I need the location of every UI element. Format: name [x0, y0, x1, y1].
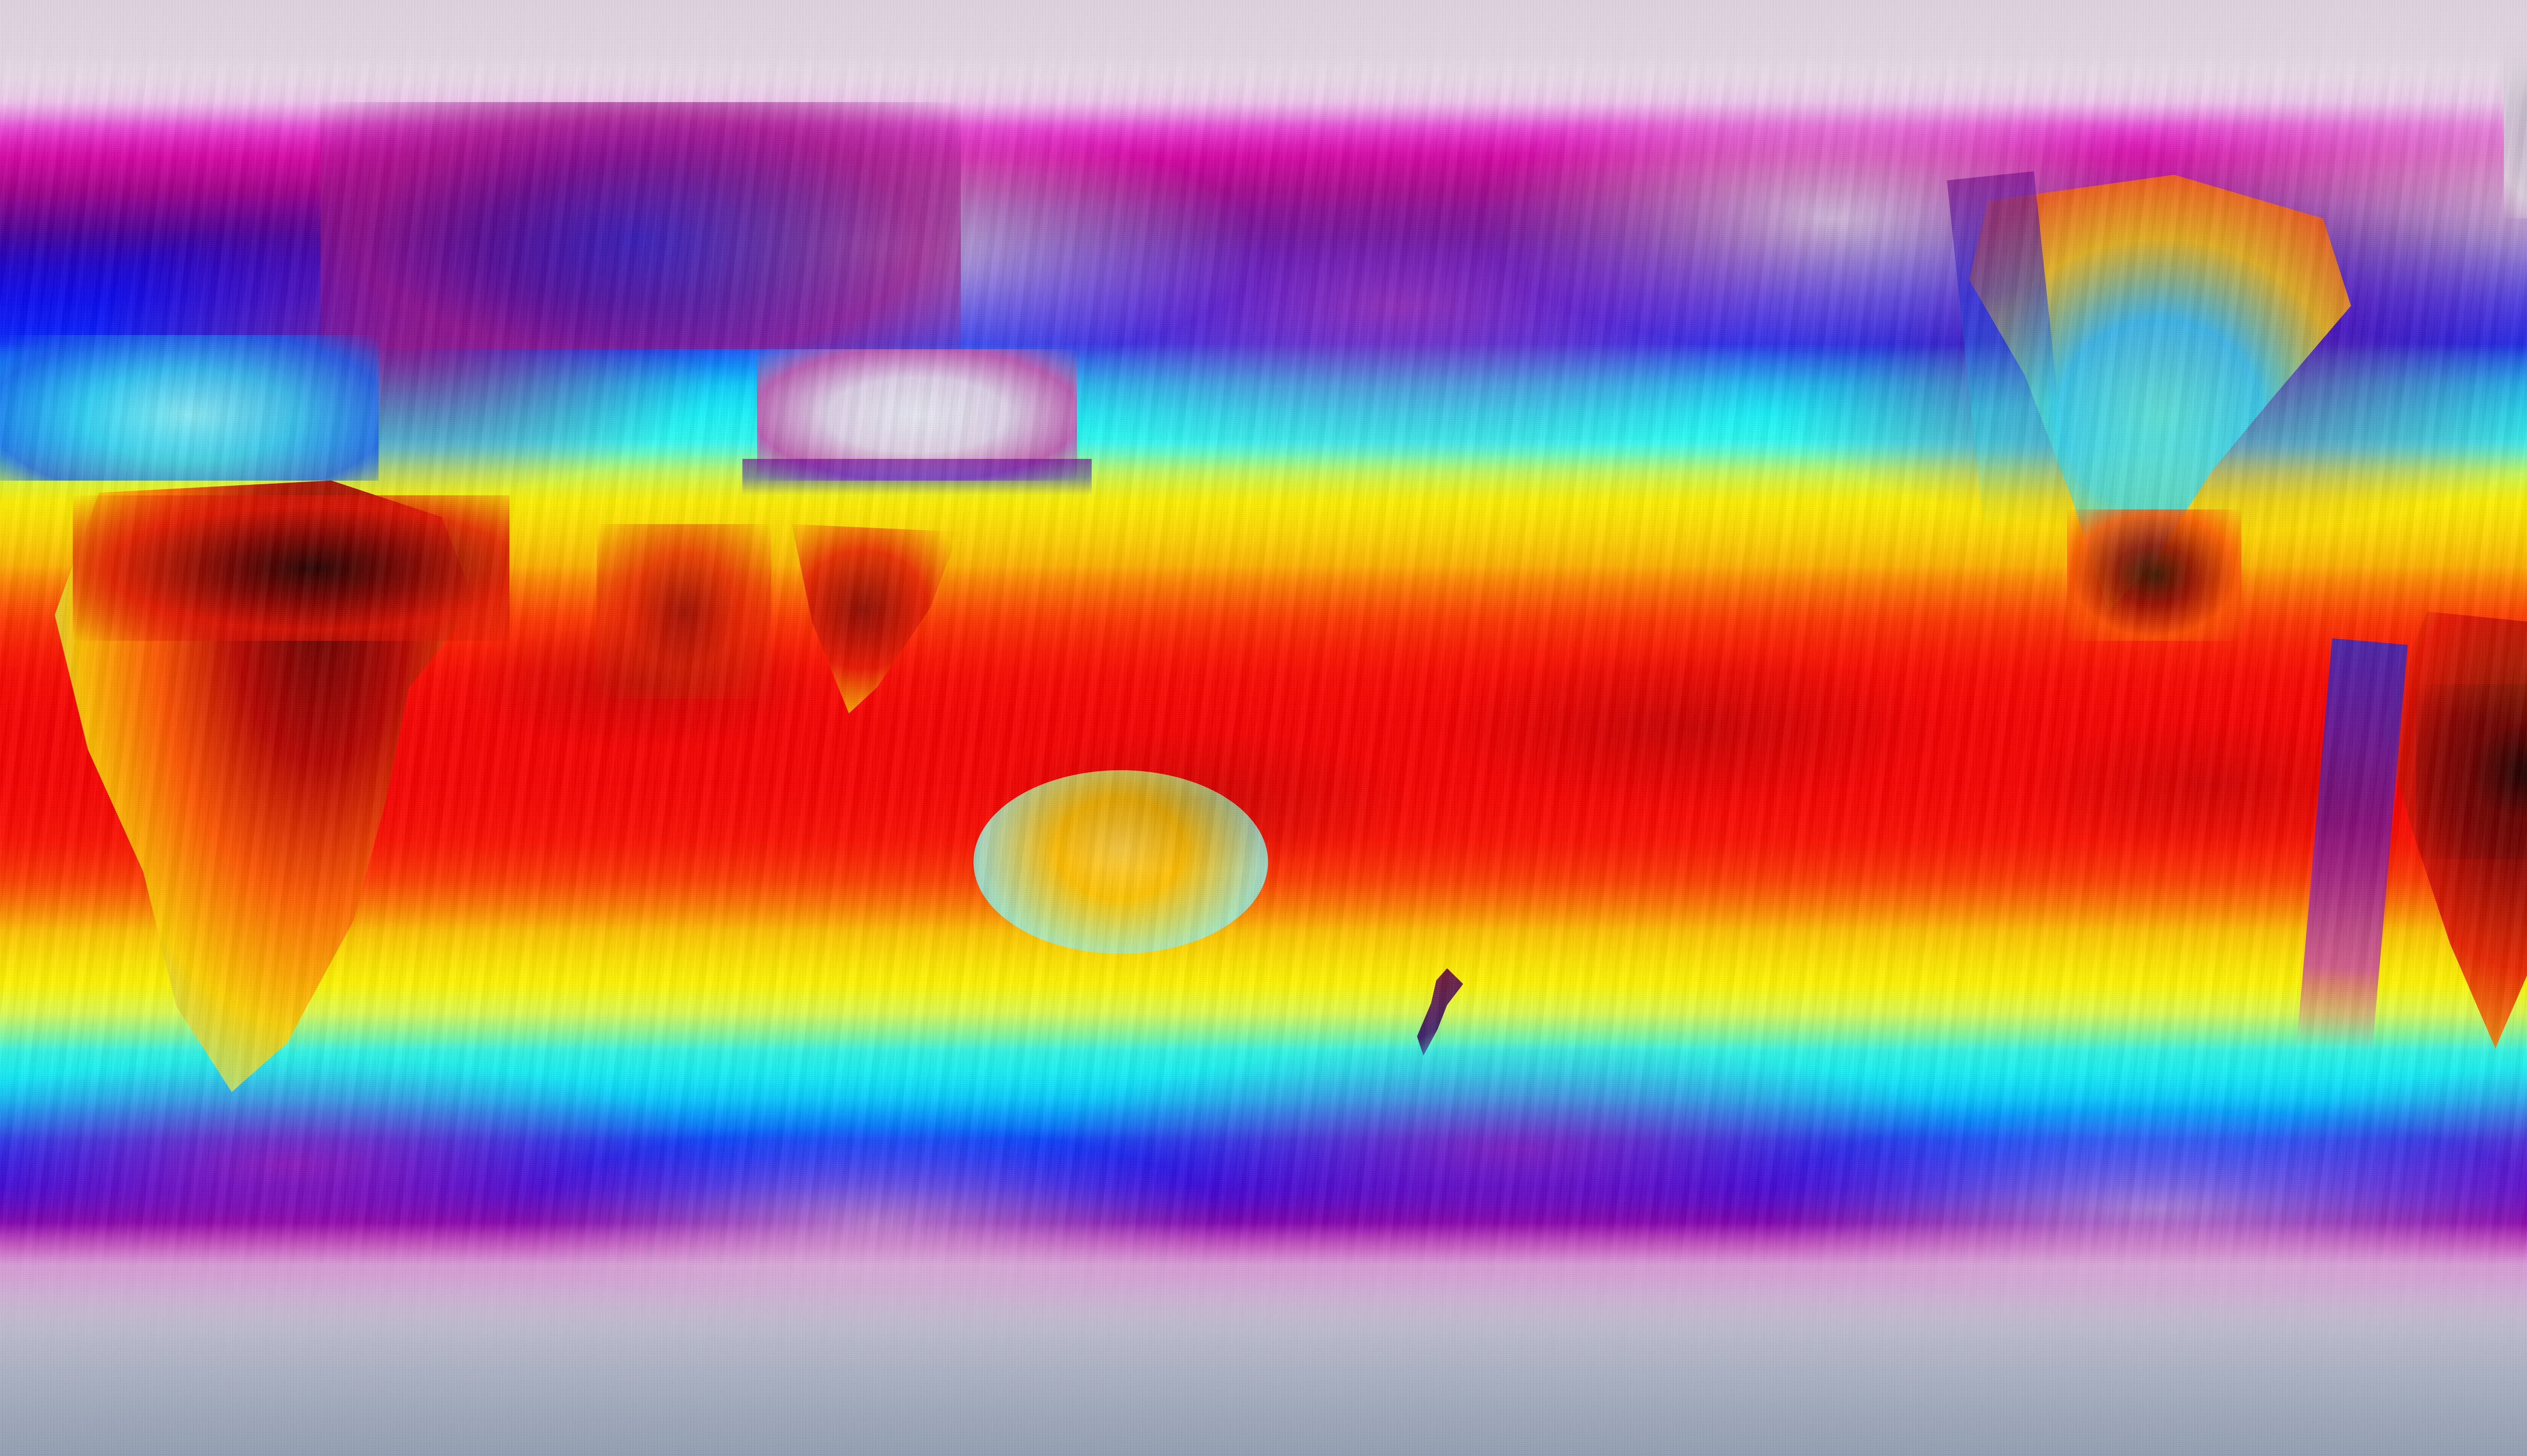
feature-mexican-plateau	[2067, 509, 2242, 641]
feature-antarctic-ice-sheet	[0, 1223, 2527, 1456]
feature-arctic-ice-cap	[0, 0, 2527, 102]
feature-mediterranean-sea	[0, 335, 379, 481]
feature-australia	[973, 770, 1269, 954]
feature-siberian-cold-pool	[320, 102, 961, 350]
feature-amazon-basin	[2416, 684, 2527, 859]
feature-himalaya-rim	[742, 458, 1092, 495]
feature-sahara-desert	[73, 495, 509, 641]
feature-arabian-peninsula	[596, 524, 772, 699]
